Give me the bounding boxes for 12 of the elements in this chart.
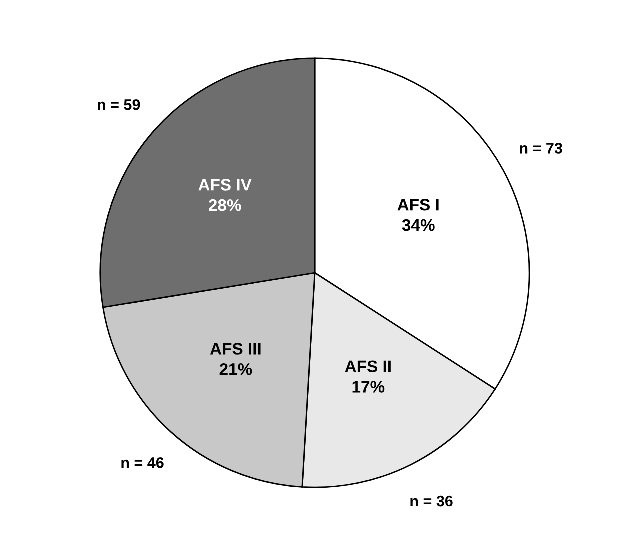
slice-label: AFS II bbox=[345, 360, 391, 373]
data-label: n = 46 bbox=[122, 457, 164, 468]
text: 21% bbox=[220, 363, 252, 376]
slice-label: AFS III bbox=[210, 343, 261, 355]
data-label: n = 36 bbox=[410, 496, 453, 507]
text: 17% bbox=[352, 381, 385, 393]
text: 34% bbox=[402, 219, 435, 232]
data-label: n = 73 bbox=[520, 143, 562, 154]
slice-label: AFS IV bbox=[198, 179, 252, 191]
data-label: n = 59 bbox=[98, 99, 140, 110]
text: 28% bbox=[208, 199, 242, 212]
slice-label: AFS I bbox=[398, 199, 439, 211]
